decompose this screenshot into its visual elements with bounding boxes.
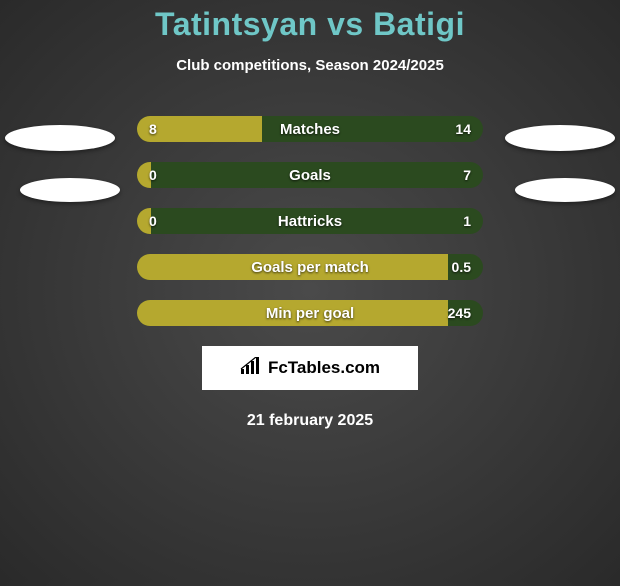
stat-value-right: 14 — [455, 116, 471, 142]
stat-label: Goals — [137, 162, 483, 188]
stat-value-right: 0.5 — [452, 254, 471, 280]
brand-logo-text: FcTables.com — [268, 358, 380, 378]
bar-chart-icon — [240, 357, 262, 380]
stat-bar: Min per goal245 — [137, 300, 483, 326]
stat-value-right: 245 — [448, 300, 471, 326]
stat-bar: Goals per match0.5 — [137, 254, 483, 280]
brand-logo: FcTables.com — [202, 346, 418, 390]
decorative-oval — [20, 178, 120, 202]
stat-bar-left-fill — [137, 116, 262, 142]
stat-bar-left-fill — [137, 208, 151, 234]
footer-date: 21 february 2025 — [0, 412, 620, 430]
stat-row: Min per goal245 — [0, 300, 620, 326]
page-title: Tatintsyan vs Batigi — [0, 6, 620, 43]
decorative-oval — [5, 125, 115, 151]
stat-value-right: 1 — [463, 208, 471, 234]
subtitle: Club competitions, Season 2024/2025 — [0, 57, 620, 74]
stat-bar-left-fill — [137, 300, 448, 326]
stat-bar-left-fill — [137, 162, 151, 188]
stat-bar-left-fill — [137, 254, 448, 280]
stat-row: Hattricks01 — [0, 208, 620, 234]
stat-label: Hattricks — [137, 208, 483, 234]
stat-value-right: 7 — [463, 162, 471, 188]
decorative-oval — [505, 125, 615, 151]
stat-row: Goals per match0.5 — [0, 254, 620, 280]
stat-bar: Goals07 — [137, 162, 483, 188]
stat-bar: Matches814 — [137, 116, 483, 142]
decorative-oval — [515, 178, 615, 202]
stat-bar: Hattricks01 — [137, 208, 483, 234]
